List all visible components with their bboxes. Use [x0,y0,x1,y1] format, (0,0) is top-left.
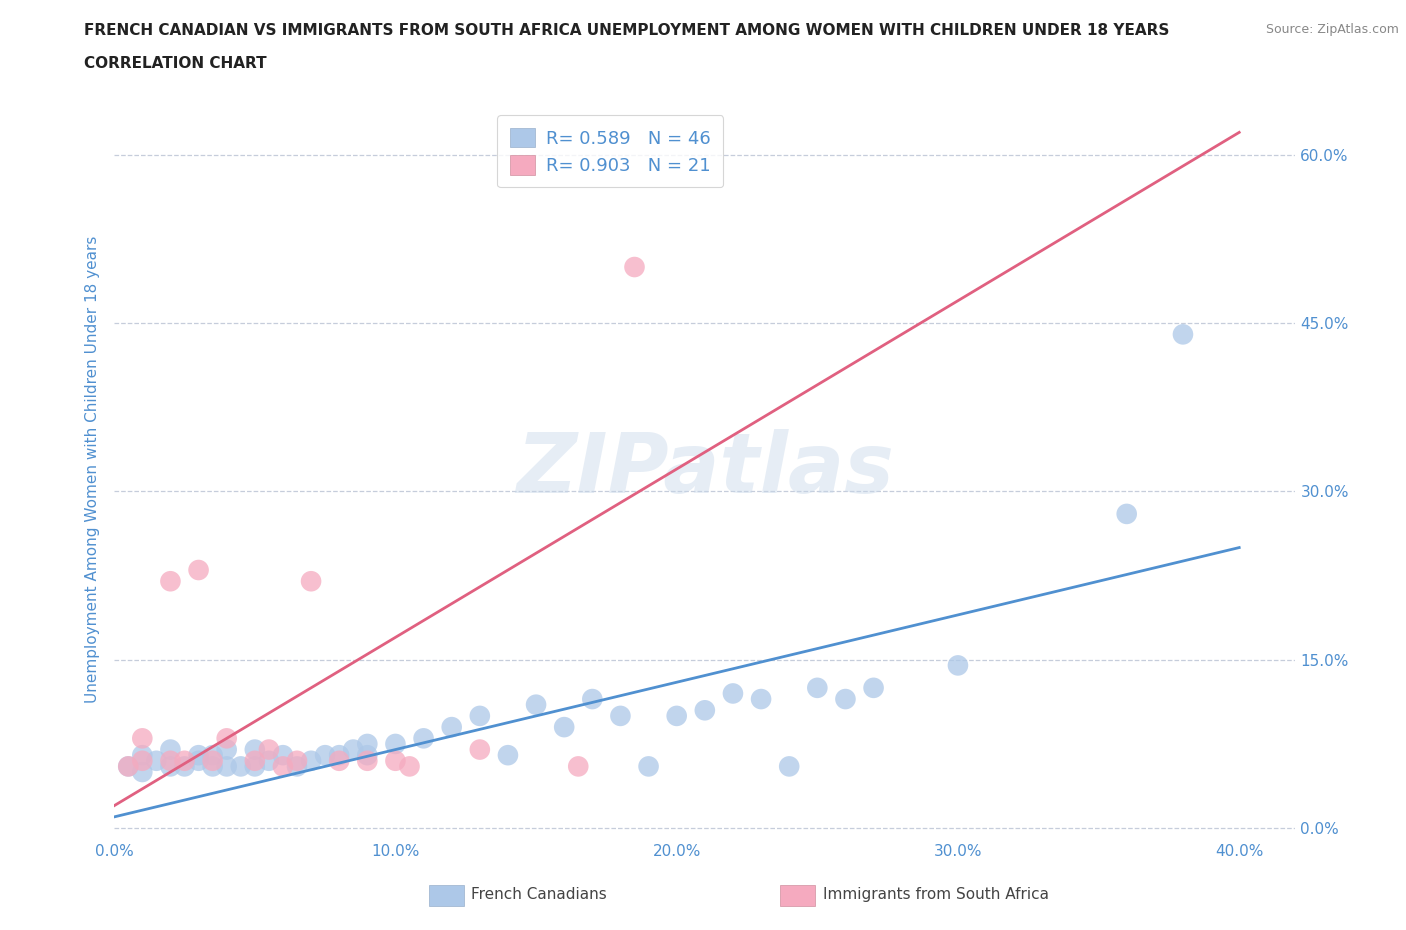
Point [496,748,519,763]
Point [201,748,224,763]
Point [581,692,603,707]
Point [271,748,294,763]
Point [159,753,181,768]
Point [145,753,167,768]
Point [257,753,280,768]
Text: CORRELATION CHART: CORRELATION CHART [84,56,267,71]
Point [342,742,364,757]
Point [524,698,547,712]
Point [862,681,884,696]
Point [328,748,350,763]
Point [215,731,238,746]
Legend: R= 0.589   N = 46, R= 0.903   N = 21: R= 0.589 N = 46, R= 0.903 N = 21 [498,115,724,188]
Point [243,742,266,757]
Text: FRENCH CANADIAN VS IMMIGRANTS FROM SOUTH AFRICA UNEMPLOYMENT AMONG WOMEN WITH CH: FRENCH CANADIAN VS IMMIGRANTS FROM SOUTH… [84,23,1170,38]
Point [117,759,139,774]
Point [749,692,772,707]
Point [356,753,378,768]
Text: Immigrants from South Africa: Immigrants from South Africa [823,887,1049,902]
Point [215,759,238,774]
Point [1115,507,1137,522]
Point [159,574,181,589]
Point [609,709,631,724]
Point [440,720,463,735]
Point [806,681,828,696]
Point [243,759,266,774]
Point [117,759,139,774]
Point [131,764,153,779]
Point [201,759,224,774]
Point [201,753,224,768]
Text: Source: ZipAtlas.com: Source: ZipAtlas.com [1265,23,1399,36]
Point [131,753,153,768]
Point [131,731,153,746]
Point [229,759,252,774]
Point [159,742,181,757]
Point [665,709,688,724]
Point [243,753,266,768]
Point [721,686,744,701]
Point [398,759,420,774]
Point [187,753,209,768]
Point [384,753,406,768]
Point [356,737,378,751]
Point [384,737,406,751]
Point [159,759,181,774]
Point [215,742,238,757]
Point [285,753,308,768]
Text: ZIPatlas: ZIPatlas [516,429,894,510]
Point [1171,327,1194,342]
Point [468,742,491,757]
Point [173,753,195,768]
Y-axis label: Unemployment Among Women with Children Under 18 years: Unemployment Among Women with Children U… [86,235,100,703]
Point [693,703,716,718]
Point [567,759,589,774]
Point [187,563,209,578]
Point [187,748,209,763]
Point [299,574,322,589]
Point [834,692,856,707]
Point [778,759,800,774]
Point [173,759,195,774]
Text: French Canadians: French Canadians [471,887,607,902]
Point [257,742,280,757]
Point [131,748,153,763]
Point [314,748,336,763]
Point [271,759,294,774]
Point [553,720,575,735]
Point [356,748,378,763]
Point [637,759,659,774]
Point [623,259,645,274]
Point [299,753,322,768]
Point [285,759,308,774]
Point [946,658,969,672]
Point [468,709,491,724]
Point [412,731,434,746]
Point [328,753,350,768]
